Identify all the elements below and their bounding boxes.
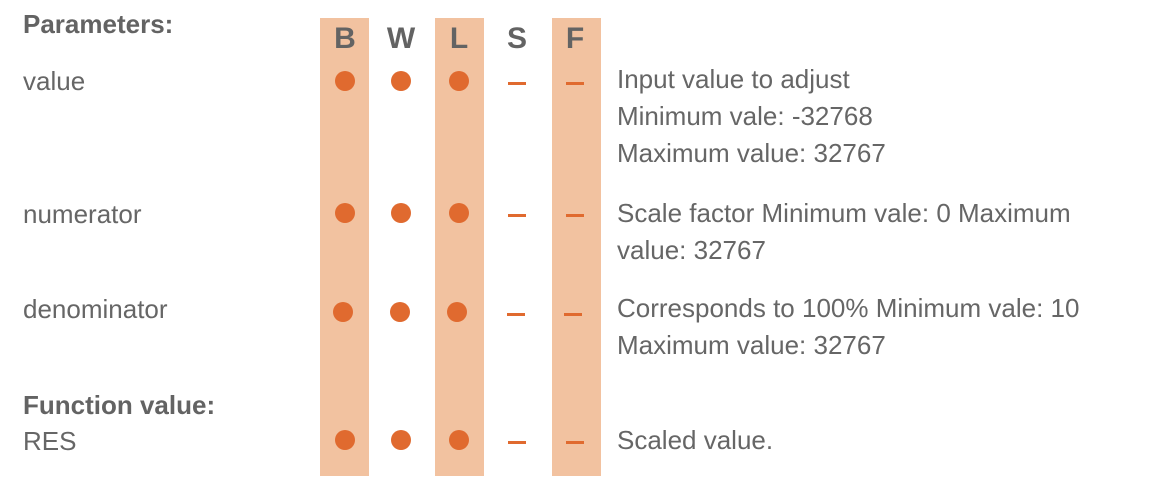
description-line: value: 32767 [617, 235, 766, 265]
support-dot-l [449, 71, 469, 91]
param-name-value: value [23, 66, 86, 96]
support-dot-b [333, 302, 353, 322]
support-dot-l [449, 203, 469, 223]
unsupported-dash-f [566, 82, 584, 85]
parameters-heading: Parameters: [23, 9, 174, 39]
unsupported-dash-s [507, 313, 525, 316]
description-line: Corresponds to 100% Minimum vale: 10 [617, 293, 1080, 323]
support-dot-l [447, 302, 467, 322]
unsupported-dash-s [508, 214, 526, 217]
support-dot-b [335, 430, 355, 450]
column-header-w: W [386, 22, 416, 55]
unsupported-dash-f [566, 441, 584, 444]
column-header-s: S [506, 22, 527, 55]
description-line: Scaled value. [617, 425, 774, 455]
param-description-value: Input value to adjust Minimum vale: -327… [617, 61, 1147, 172]
unsupported-dash-f [564, 313, 582, 316]
unsupported-dash-s [508, 82, 526, 85]
column-header-l: L [449, 22, 469, 55]
function-value-name-res: RES [23, 426, 77, 456]
unsupported-dash-s [508, 441, 526, 444]
description-line: Scale factor Minimum vale: 0 Maximum [617, 198, 1071, 228]
param-description-numerator: Scale factor Minimum vale: 0 Maximum val… [617, 195, 1147, 269]
description-line: Minimum vale: -32768 [617, 101, 873, 131]
function-value-description-res: Scaled value. [617, 422, 1147, 459]
support-dot-l [449, 430, 469, 450]
description-line: Input value to adjust [617, 64, 850, 94]
support-dot-w [391, 71, 411, 91]
column-header-b: B [334, 22, 356, 55]
param-description-denominator: Corresponds to 100% Minimum vale: 10 Max… [617, 290, 1147, 364]
function-value-heading: Function value: [23, 390, 216, 420]
support-dot-w [391, 430, 411, 450]
column-band-l [435, 18, 484, 476]
param-name-numerator: numerator [23, 199, 142, 229]
support-dot-b [335, 71, 355, 91]
description-line: Maximum value: 32767 [617, 330, 886, 360]
column-header-f: F [565, 22, 585, 55]
unsupported-dash-f [566, 214, 584, 217]
column-band-f [552, 18, 601, 476]
support-dot-w [391, 203, 411, 223]
param-name-denominator: denominator [23, 294, 168, 324]
column-band-b [320, 18, 369, 476]
support-dot-b [335, 203, 355, 223]
support-dot-w [390, 302, 410, 322]
description-line: Maximum value: 32767 [617, 138, 886, 168]
